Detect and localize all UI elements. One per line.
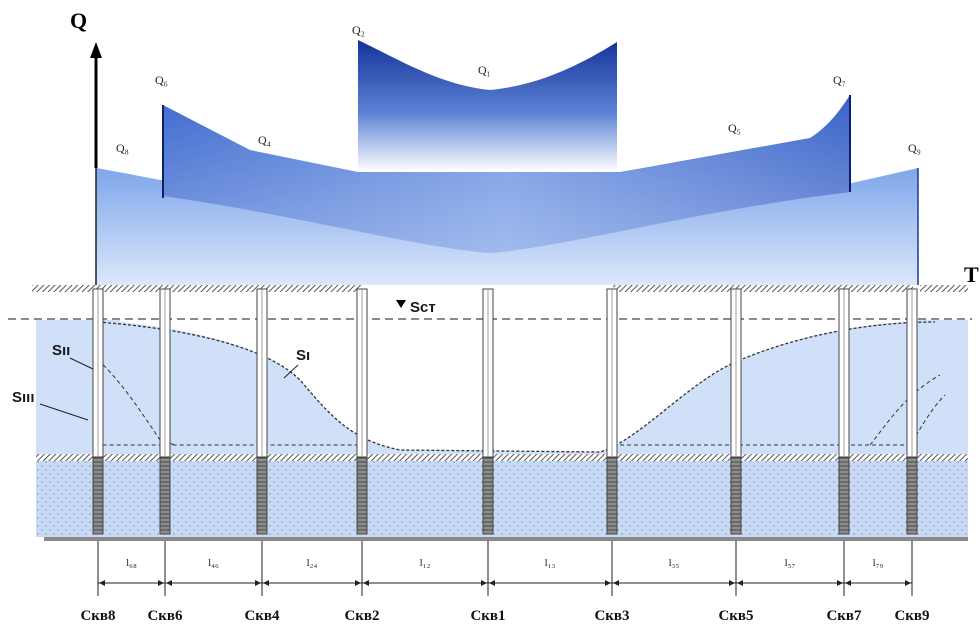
dimension-arrowhead [355,580,361,586]
well-screen [838,457,850,535]
ground-surface-right [613,285,913,292]
spacing-label: l₃₅ [669,557,680,569]
dimension-arrowhead [489,580,495,586]
dimension-arrowhead [729,580,735,586]
static-level-label: Sст [410,299,436,316]
dimension-arrowhead [263,580,269,586]
dimension-arrowhead [837,580,843,586]
q-axis-label: Q [70,8,87,33]
dimension-arrowhead [905,580,911,586]
well-label: Скв8 [80,608,115,624]
drawdown-curve-s2-left [97,359,176,446]
t-axis-label: T [964,262,979,287]
flow-area-light [96,168,918,285]
spacing-label: l₇₉ [873,557,884,569]
wells-group [92,288,918,535]
curve-label-s2: Sıı [52,342,70,359]
curve-label-s3: Sııı [12,389,35,406]
dimension-arrowhead [481,580,487,586]
depression-cone [120,318,915,452]
flow-label-q8: Q₈ [116,141,129,155]
ground-surface-left [32,285,362,292]
well-label: Скв9 [894,608,929,624]
well-screen [606,457,618,535]
drawdown-curve-s1 [97,321,936,453]
flow-label-q9: Q₉ [908,141,921,155]
flow-label-q7: Q₇ [833,73,846,87]
well-label: Скв6 [147,608,183,624]
dimension-arrowhead [845,580,851,586]
well-screen [256,457,268,535]
well-screen [356,457,368,535]
well-screen [730,457,742,535]
flow-label-q4: Q₄ [258,133,271,147]
aquifer-base [44,537,968,541]
curve-arrow-s2 [69,357,96,371]
spacing-label: l₄₆ [208,557,219,569]
well-label: Скв4 [244,608,280,624]
dimension-arrowhead [605,580,611,586]
curve-arrow-s1 [283,364,299,379]
flow-area-mid-shade [163,95,850,253]
dimension-arrowhead [99,580,105,586]
spacing-label: l₆₈ [126,557,137,569]
well-label: Скв2 [344,608,379,624]
spacing-label: l₅₇ [785,557,796,569]
well-screen [482,457,494,535]
flow-label-q5: Q₅ [728,121,741,135]
well-label: Скв3 [594,608,629,624]
dimension-arrowhead [613,580,619,586]
ground-surface-end [920,285,968,292]
curve-arrow-s3 [39,403,89,421]
dimension-arrowhead [166,580,172,586]
dimension-arrowhead [363,580,369,586]
dimension-arrowhead [255,580,261,586]
aquitard-layer [36,454,968,461]
spacing-label: l₁₃ [545,557,556,569]
dimension-arrowhead [158,580,164,586]
spacing-label: l₁₂ [420,557,431,569]
well-screen [159,457,171,535]
well-label: Скв1 [470,608,505,624]
flow-label-q1: Q₁ [478,63,491,77]
static-level-marker [396,300,406,308]
flow-label-q6: Q₆ [155,73,168,87]
flow-area-dark [358,40,617,172]
well-screen [906,457,918,535]
spacing-dimensions: Скв8 Скв6 Скв4 Скв2 Скв1 Скв3 Скв5 Скв7 Скв9 l₆₈ l… [80,541,930,624]
well-label: Скв5 [718,608,753,624]
well-label: Скв7 [826,608,862,624]
drawdown-curve-s2-right [869,374,941,446]
spacing-label: l₂₄ [307,557,318,569]
dimension-arrowhead [737,580,743,586]
q-axis-arrow [90,42,102,58]
water-bearing-layer [36,461,968,537]
curve-label-s1: Sı [296,347,310,364]
well-screen [92,457,104,535]
flow-label-q2: Q₂ [352,23,365,37]
